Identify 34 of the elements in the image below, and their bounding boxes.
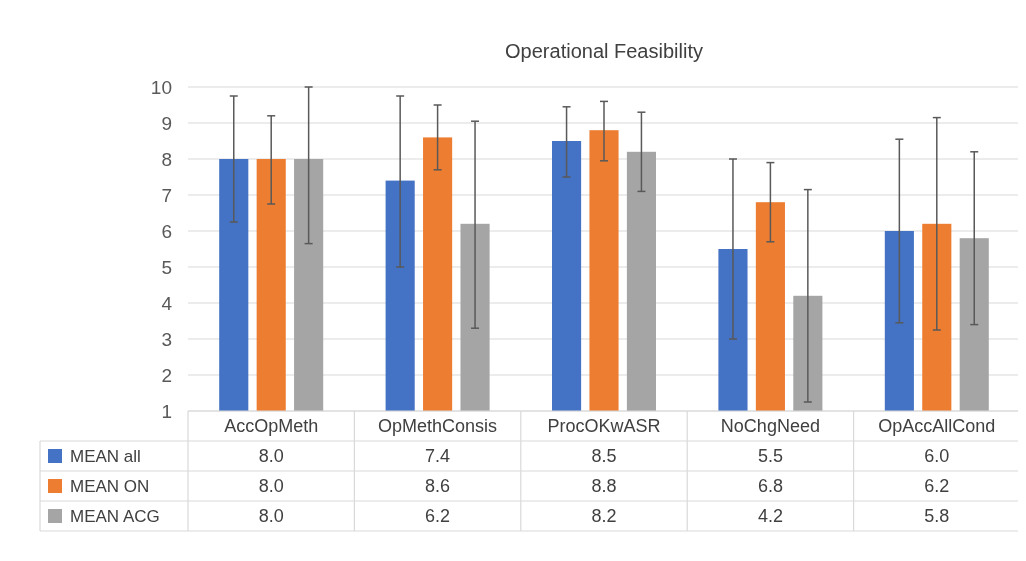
legend-label: MEAN ACG — [70, 506, 160, 526]
data-label: 8.6 — [425, 476, 451, 497]
data-label: 5.5 — [757, 446, 783, 467]
y-tick-label: 8 — [161, 148, 172, 170]
data-label: 8.0 — [258, 446, 284, 467]
legend-label: MEAN all — [70, 446, 141, 466]
y-tick-label: 6 — [161, 220, 172, 242]
legend-label: MEAN ON — [70, 476, 150, 496]
y-tick-label: 2 — [161, 364, 172, 386]
x-tick-label: OpMethConsis — [378, 416, 498, 437]
x-tick-label: OpAccAllCond — [878, 416, 996, 437]
data-label: 6.8 — [757, 476, 783, 497]
data-label: 5.8 — [924, 506, 950, 527]
data-label: 4.2 — [757, 506, 783, 527]
x-tick-label: AccOpMeth — [224, 416, 319, 437]
y-tick-label: 10 — [150, 76, 172, 98]
data-label: 8.5 — [591, 446, 617, 467]
chart-title: Operational Feasibility — [505, 40, 703, 62]
data-label: 8.2 — [591, 506, 617, 527]
y-tick-label: 3 — [161, 328, 172, 350]
y-tick-label: 7 — [161, 184, 172, 206]
x-tick-label: ProcOKwASR — [547, 416, 661, 437]
data-label: 6.0 — [924, 446, 950, 467]
data-label: 8.8 — [591, 476, 617, 497]
y-tick-label: 9 — [161, 112, 172, 134]
data-label: 8.0 — [258, 506, 284, 527]
y-tick-label: 4 — [161, 292, 173, 314]
data-label: 8.0 — [258, 476, 284, 497]
x-tick-label: NoChgNeed — [720, 416, 820, 437]
data-label: 6.2 — [924, 476, 950, 497]
data-label: 7.4 — [425, 446, 451, 467]
y-tick-label: 5 — [161, 256, 172, 278]
y-tick-label: 1 — [161, 400, 172, 422]
data-label: 6.2 — [425, 506, 451, 527]
